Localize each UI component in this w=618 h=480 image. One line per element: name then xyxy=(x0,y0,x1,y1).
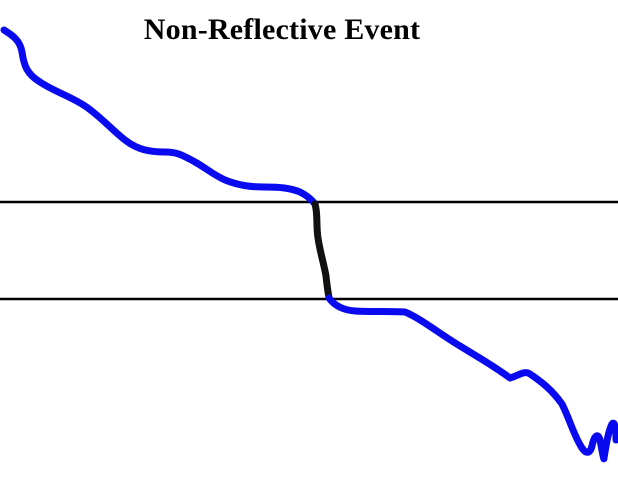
trace-after-event xyxy=(325,294,618,463)
trace-before-event xyxy=(0,26,319,208)
diagram-title: Non-Reflective Event xyxy=(143,13,421,46)
non-reflective-event-segment xyxy=(311,200,333,302)
